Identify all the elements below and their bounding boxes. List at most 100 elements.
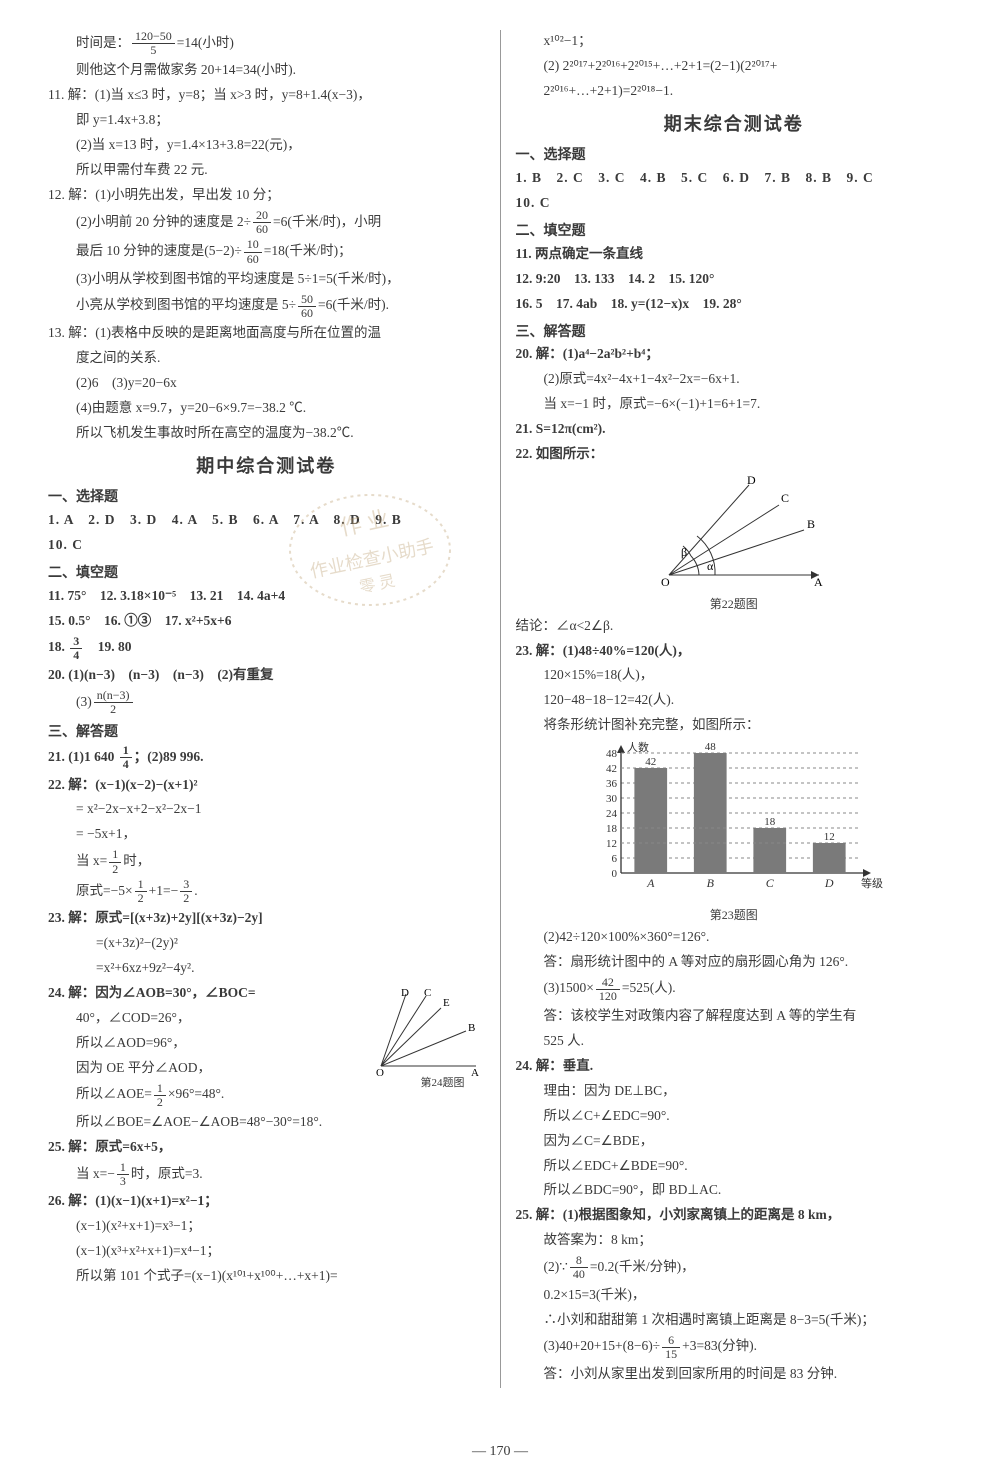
- q23-caption: 第23题图: [516, 905, 953, 925]
- svg-text:18: 18: [764, 816, 776, 828]
- q24: 所以∠BDC=90°，即 BD⊥AC.: [516, 1179, 953, 1202]
- q22-conclusion: 结论：∠α<2∠β.: [516, 615, 953, 638]
- q25: 25. 解：(1)根据图象知，小刘家离镇上的距离是 8 km，: [516, 1204, 953, 1227]
- text: (2)6 (3)y=20−6x: [48, 372, 485, 395]
- q23: 23. 解：(1)48÷40%=120(人)，: [516, 640, 953, 663]
- svg-text:42: 42: [645, 756, 656, 768]
- text: 12. 解：(1)小明先出发，早出发 10 分；: [48, 184, 485, 207]
- section-solve: 三、解答题: [48, 720, 485, 744]
- svg-text:人数: 人数: [627, 741, 649, 754]
- svg-text:B: B: [807, 517, 815, 531]
- section-mc: 一、选择题: [516, 143, 953, 167]
- text: 度之间的关系.: [48, 347, 485, 370]
- column-divider: [500, 30, 501, 1388]
- q20: (3)n(n−3)2: [48, 689, 485, 716]
- fill: 16. 5 17. 4ab 18. y=(12−x)x 19. 28°: [516, 293, 953, 316]
- svg-text:α: α: [707, 559, 714, 573]
- q26: (x−1)(x³+x²+x+1)=x⁴−1；: [48, 1240, 485, 1263]
- text: (2)当 x=13 时，y=1.4×13+3.8=22(元)，: [48, 134, 485, 157]
- q22: 22. 如图所示：: [516, 443, 953, 466]
- q25: 0.2×15=3(千米)，: [516, 1284, 953, 1307]
- q23-barchart: 6121824303642480人数等级42A48B18C12D: [579, 741, 889, 901]
- text: (3)小明从学校到图书馆的平均速度是 5÷1=5(千米/时)，: [48, 268, 485, 291]
- text: 时间是：120−505=14(小时): [48, 30, 485, 57]
- svg-text:18: 18: [606, 823, 618, 835]
- svg-text:24: 24: [606, 808, 618, 820]
- text: 所以飞机发生事故时所在高空的温度为−38.2℃.: [48, 422, 485, 445]
- q26: (x−1)(x²+x+1)=x³−1；: [48, 1215, 485, 1238]
- text: x¹⁰²−1；: [516, 30, 953, 53]
- text: 则他这个月需做家务 20+14=34(小时).: [48, 59, 485, 82]
- q22: = −5x+1，: [48, 823, 485, 846]
- q25: 当 x=−13时，原式=3.: [48, 1161, 485, 1188]
- svg-text:B: B: [468, 1022, 475, 1034]
- q22-figure: O A B C D α β: [639, 470, 829, 590]
- q22: 原式=−5×12+1=−32.: [48, 878, 485, 905]
- q23: 23. 解：原式=[(x+3z)+2y][(x+3z)−2y]: [48, 907, 485, 930]
- q21: 21. (1)1 640 14；(2)89 996.: [48, 744, 485, 771]
- svg-text:12: 12: [824, 831, 835, 843]
- fill: 11. 两点确定一条直线: [516, 243, 953, 266]
- q26: 所以第 101 个式子=(x−1)(x¹⁰¹+x¹⁰⁰+…+x+1)=: [48, 1265, 485, 1288]
- q24: 所以∠AOE=12×96°=48°.: [48, 1082, 485, 1109]
- svg-text:等级: 等级: [861, 876, 883, 890]
- fill: 15. 0.5° 16. ①③ 17. x²+5x+6: [48, 610, 485, 633]
- svg-text:A: A: [646, 876, 655, 890]
- svg-text:A: A: [471, 1067, 479, 1076]
- svg-text:D: D: [401, 987, 409, 999]
- text: 所以甲需付车费 22 元.: [48, 159, 485, 182]
- svg-text:E: E: [443, 997, 450, 1009]
- section-mc: 一、选择题: [48, 485, 485, 509]
- text: 即 y=1.4x+3.8；: [48, 109, 485, 132]
- q23: 将条形统计图补充完整，如图所示：: [516, 714, 953, 737]
- text: 11. 解：(1)当 x≤3 时，y=8；当 x>3 时，y=8+1.4(x−3…: [48, 84, 485, 107]
- final-title: 期末综合测试卷: [516, 109, 953, 140]
- mc: 10. C: [516, 192, 953, 215]
- q20: 当 x=−1 时，原式=−6×(−1)+1=6+1=7.: [516, 393, 953, 416]
- section-fill: 二、填空题: [48, 561, 485, 585]
- svg-text:O: O: [376, 1067, 384, 1076]
- mc-answers: 10. C: [48, 534, 485, 557]
- svg-text:42: 42: [606, 763, 617, 775]
- svg-text:C: C: [424, 987, 431, 999]
- q23: 525 人.: [516, 1030, 953, 1053]
- q24: 因为∠C=∠BDE，: [516, 1130, 953, 1153]
- q25: (3)40+20+15+(8−6)÷615+3=83(分钟).: [516, 1334, 953, 1361]
- q20: 20. 解：(1)a⁴−2a²b²+b⁴；: [516, 343, 953, 366]
- section-solve: 三、解答题: [516, 320, 953, 344]
- q23: 答：扇形统计图中的 A 等对应的扇形圆心角为 126°.: [516, 951, 953, 974]
- q20: (2)原式=4x²−4x+1−4x²−2x=−6x+1.: [516, 368, 953, 391]
- text: 小亮从学校到图书馆的平均速度是 5÷5060=6(千米/时).: [48, 293, 485, 320]
- text: (4)由题意 x=9.7，y=20−6×9.7=−38.2 ℃.: [48, 397, 485, 420]
- q25: 答：小刘从家里出发到回家所用的时间是 83 分钟.: [516, 1363, 953, 1386]
- q25: ∴小刘和甜甜第 1 次相遇时离镇上距离是 8−3=5(千米)；: [516, 1309, 953, 1332]
- svg-text:A: A: [814, 575, 823, 589]
- q22: 22. 解：(x−1)(x−2)−(x+1)²: [48, 774, 485, 797]
- text: 13. 解：(1)表格中反映的是距离地面高度与所在位置的温: [48, 322, 485, 345]
- q24: 所以∠EDC+∠BDE=90°.: [516, 1155, 953, 1178]
- q24: 所以∠C+∠EDC=90°.: [516, 1105, 953, 1128]
- svg-text:O: O: [661, 575, 670, 589]
- q22-caption: 第22题图: [516, 594, 953, 614]
- q24: 所以∠BOE=∠AOE−∠AOB=48°−30°=18°.: [48, 1111, 485, 1134]
- fill: 12. 9:20 13. 133 14. 2 15. 120°: [516, 268, 953, 291]
- q24-caption: 第24题图: [421, 1074, 465, 1093]
- svg-text:D: D: [747, 473, 756, 487]
- right-column: x¹⁰²−1； (2) 2²⁰¹⁷+2²⁰¹⁶+2²⁰¹⁵+…+2+1=(2−1…: [506, 30, 963, 1388]
- svg-text:B: B: [706, 876, 714, 890]
- svg-text:C: C: [765, 876, 774, 890]
- q24: 理由：因为 DE⊥BC，: [516, 1080, 953, 1103]
- svg-text:C: C: [781, 491, 789, 505]
- q25: (2)∵840=0.2(千米/分钟)，: [516, 1254, 953, 1281]
- svg-text:48: 48: [705, 741, 717, 753]
- text: (2)小明前 20 分钟的速度是 2÷2060=6(千米/时)，小明: [48, 209, 485, 236]
- svg-text:0: 0: [611, 868, 617, 880]
- midterm-title: 期中综合测试卷: [48, 451, 485, 482]
- q22: 当 x=12时，: [48, 848, 485, 875]
- q21: 21. S=12π(cm²).: [516, 418, 953, 441]
- q25: 故答案为：8 km；: [516, 1229, 953, 1252]
- left-column: 时间是：120−505=14(小时) 则他这个月需做家务 20+14=34(小时…: [38, 30, 495, 1388]
- q23: =x²+6xz+9z²−4y².: [48, 957, 485, 980]
- fill: 11. 75° 12. 3.18×10⁻⁵ 13. 21 14. 4a+4: [48, 585, 485, 608]
- svg-text:36: 36: [606, 778, 618, 790]
